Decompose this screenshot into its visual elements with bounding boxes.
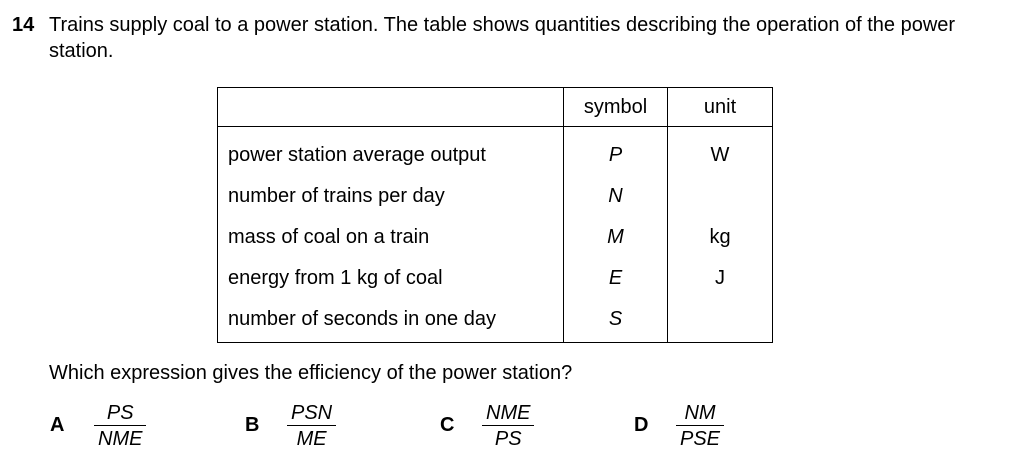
option-fraction: PSN ME: [287, 402, 337, 450]
symbol-cell: E: [563, 258, 668, 299]
symbol-cell: N: [563, 176, 668, 217]
option-fraction: NM PSE: [676, 402, 725, 450]
fraction-denominator: ME: [296, 428, 327, 450]
header-unit: unit: [667, 87, 773, 127]
symbol-cell: M: [563, 217, 668, 258]
table-row: number of seconds in one day S: [217, 299, 773, 343]
header-quantity: [217, 87, 564, 127]
option-fraction: PS NME: [94, 402, 147, 450]
quantities-table: symbol unit power station average output…: [217, 87, 773, 343]
unit-cell: J: [667, 258, 773, 299]
unit-cell: W: [667, 126, 773, 176]
quantity-cell: number of trains per day: [217, 176, 564, 217]
fraction-numerator: NME: [482, 402, 535, 426]
fraction-numerator: PSN: [287, 402, 337, 426]
question-text: Trains supply coal to a power station. T…: [49, 14, 956, 62]
unit-cell: kg: [667, 217, 773, 258]
option-letter: D: [634, 414, 649, 436]
unit-cell: [667, 176, 773, 217]
option-letter: C: [440, 414, 455, 436]
option-letter: B: [245, 414, 260, 436]
table-row: number of trains per day N: [217, 176, 773, 217]
quantity-cell: number of seconds in one day: [217, 299, 564, 343]
quantity-cell: energy from 1 kg of coal: [217, 258, 564, 299]
fraction-numerator: NM: [676, 402, 725, 426]
table-row: energy from 1 kg of coal E J: [217, 258, 773, 299]
symbol-cell: S: [563, 299, 668, 343]
quantity-cell: mass of coal on a train: [217, 217, 564, 258]
question-number: 14: [12, 14, 35, 36]
symbol-cell: P: [563, 126, 668, 176]
quantity-cell: power station average output: [217, 126, 564, 176]
option-fraction: NME PS: [482, 402, 535, 450]
fraction-denominator: PSE: [680, 428, 721, 450]
fraction-numerator: PS: [94, 402, 147, 426]
unit-cell: [667, 299, 773, 343]
fraction-denominator: PS: [494, 428, 522, 450]
fraction-denominator: NME: [98, 428, 143, 450]
header-symbol: symbol: [563, 87, 668, 127]
question-prompt: Which expression gives the efficiency of…: [49, 362, 573, 384]
table-row: mass of coal on a train M kg: [217, 217, 773, 258]
option-letter: A: [50, 414, 65, 436]
table-header-row: symbol unit: [217, 87, 773, 127]
table-row: power station average output P W: [217, 126, 773, 176]
